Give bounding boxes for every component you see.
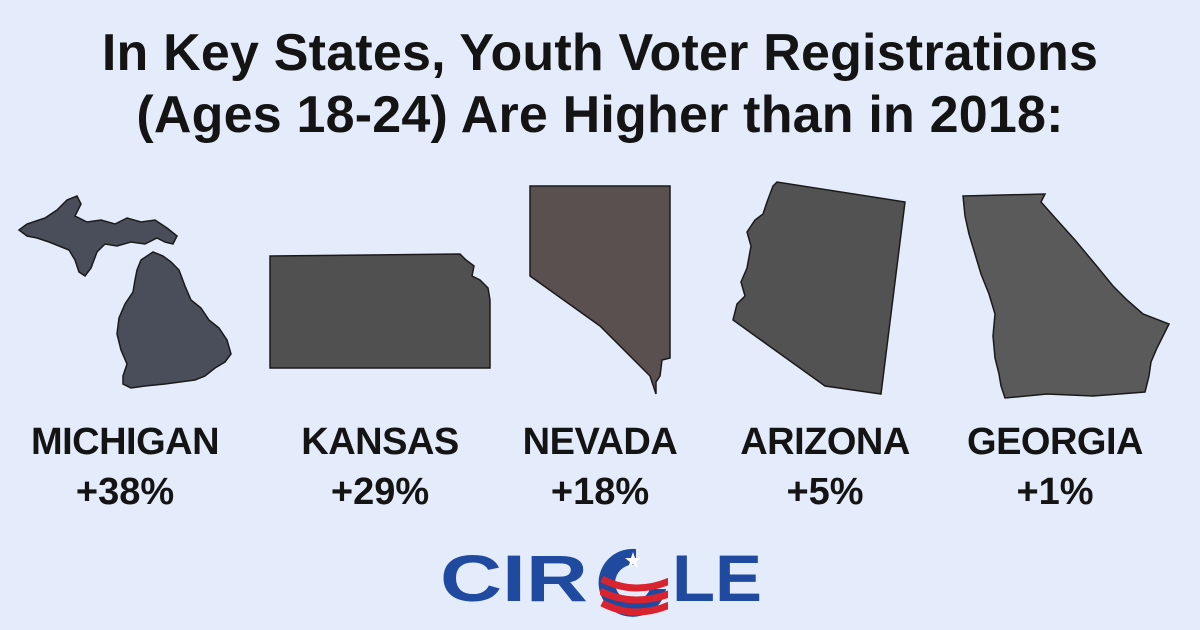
state-name: KANSAS bbox=[301, 421, 459, 463]
flag-c-emblem-icon bbox=[598, 548, 668, 617]
state-change: +18% bbox=[550, 471, 650, 513]
state-kansas: KANSAS +29% bbox=[260, 180, 500, 513]
state-name: NEVADA bbox=[522, 421, 678, 463]
arizona-shape-icon bbox=[732, 181, 906, 395]
state-change: +5% bbox=[786, 471, 864, 513]
state-change: +38% bbox=[75, 471, 175, 513]
state-name: GEORGIA bbox=[967, 421, 1143, 463]
state-nevada: NEVADA +18% bbox=[480, 180, 720, 513]
nevada-shape-icon bbox=[529, 185, 671, 395]
georgia-shape-icon bbox=[962, 193, 1171, 399]
state-michigan: MICHIGAN +38% bbox=[5, 180, 245, 513]
state-change: +1% bbox=[1016, 471, 1094, 513]
svg-text:CIR: CIR bbox=[440, 541, 588, 615]
state-name: ARIZONA bbox=[740, 421, 910, 463]
state-georgia: GEORGIA +1% bbox=[935, 180, 1175, 513]
title-line-1: In Key States, Youth Voter Registrations bbox=[101, 24, 1099, 82]
circle-logo: CIR LE bbox=[440, 535, 770, 620]
svg-text:LE: LE bbox=[672, 541, 762, 615]
kansas-shape-icon bbox=[269, 253, 491, 369]
title-line-2: (Ages 18-24) Are Higher than in 2018: bbox=[136, 86, 1064, 144]
state-change: +29% bbox=[330, 471, 430, 513]
state-name: MICHIGAN bbox=[30, 421, 220, 463]
states-row: MICHIGAN +38% KANSAS +29% NEVADA +18% AR… bbox=[0, 180, 1200, 513]
michigan-shape-icon bbox=[17, 195, 232, 389]
state-arizona: ARIZONA +5% bbox=[705, 180, 945, 513]
page-title: In Key States, Youth Voter Registrations… bbox=[0, 22, 1200, 146]
